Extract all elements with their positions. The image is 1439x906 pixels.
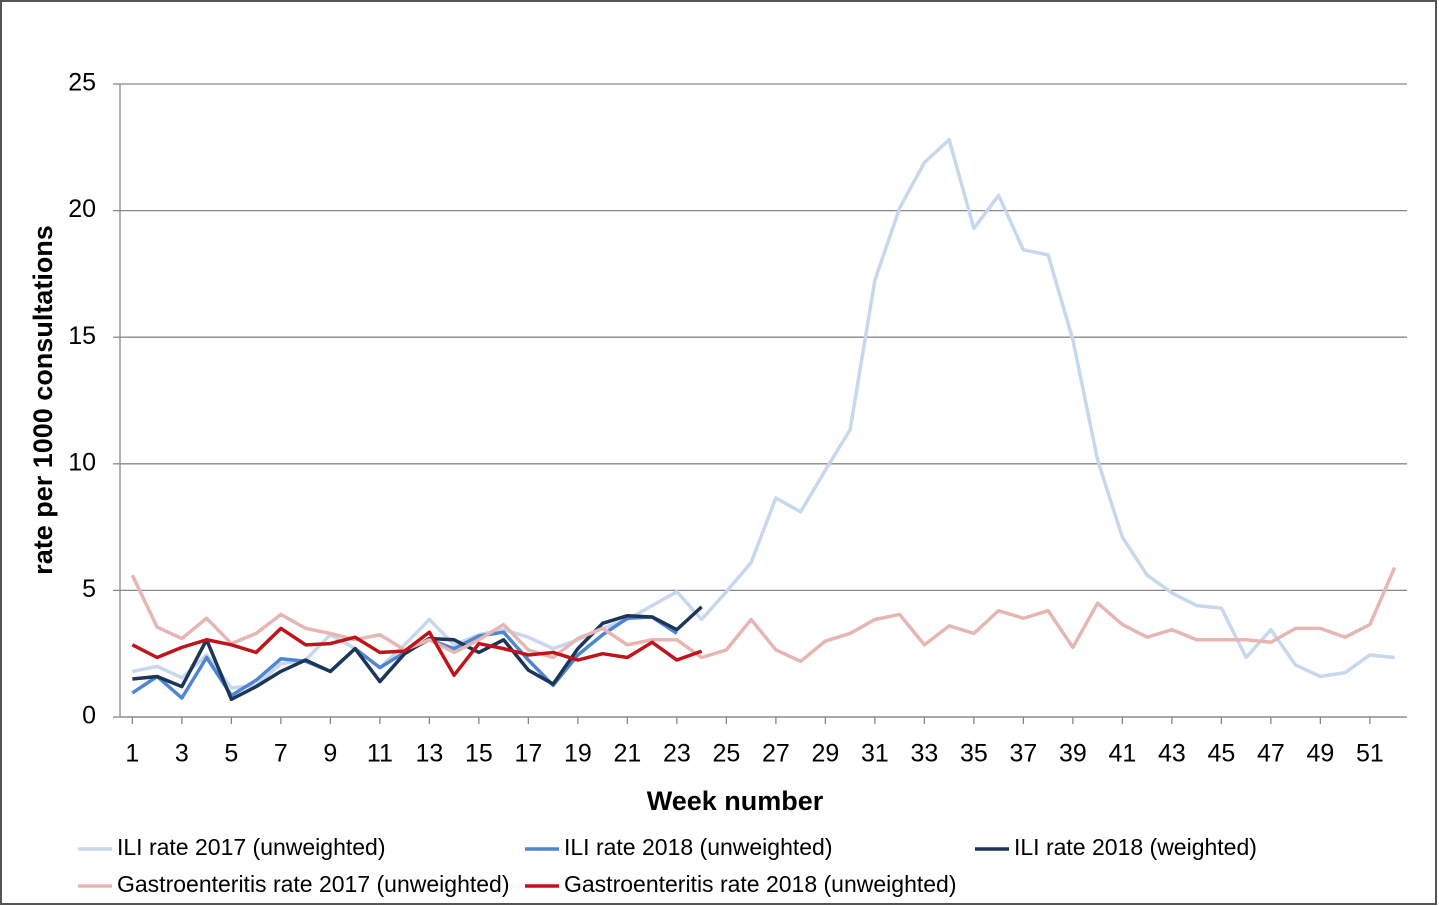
x-tick-label: 45 (1207, 740, 1235, 768)
x-tick-label: 41 (1108, 740, 1136, 768)
x-tick-label: 29 (811, 740, 839, 768)
x-tick-label: 47 (1257, 740, 1285, 768)
legend-label: ILI rate 2018 (weighted) (1014, 834, 1257, 860)
legend-label: ILI rate 2017 (unweighted) (117, 834, 386, 860)
x-tick-label: 3 (175, 740, 189, 768)
x-tick-label: 25 (712, 740, 740, 768)
legend-label: Gastroenteritis rate 2017 (unweighted) (117, 871, 510, 897)
x-tick-label: 15 (465, 740, 493, 768)
x-tick-label: 13 (415, 740, 443, 768)
x-tick-label: 23 (663, 740, 691, 768)
x-tick-label: 39 (1059, 740, 1087, 768)
y-axis-title: rate per 1000 consultations (28, 225, 58, 575)
series-line (130, 566, 1397, 664)
y-tick-label: 20 (68, 195, 96, 223)
legend-label: ILI rate 2018 (unweighted) (564, 834, 833, 860)
y-tick-label: 5 (82, 575, 96, 603)
y-tick-label: 25 (68, 69, 96, 97)
x-tick-label: 37 (1009, 740, 1037, 768)
x-tick-label: 27 (762, 740, 790, 768)
x-axis-title: Week number (647, 786, 824, 816)
x-tick-label: 33 (910, 740, 938, 768)
x-tick-label: 1 (125, 740, 139, 768)
y-tick-label: 0 (82, 702, 96, 730)
x-tick-label: 51 (1356, 740, 1384, 768)
x-tick-label: 21 (613, 740, 641, 768)
y-tick-label: 15 (68, 322, 96, 350)
x-tick-label: 19 (564, 740, 592, 768)
x-tick-label: 9 (323, 740, 337, 768)
series-line (131, 626, 703, 677)
x-tick-label: 7 (274, 740, 288, 768)
y-tick-label: 10 (68, 448, 96, 476)
x-tick-label: 35 (960, 740, 988, 768)
legend-label: Gastroenteritis rate 2018 (unweighted) (564, 871, 957, 897)
x-tick-label: 31 (861, 740, 889, 768)
x-tick-label: 17 (514, 740, 542, 768)
x-tick-label: 11 (367, 740, 393, 768)
x-tick-label: 5 (224, 740, 238, 768)
x-tick-label: 43 (1158, 740, 1186, 768)
x-tick-label: 49 (1306, 740, 1334, 768)
